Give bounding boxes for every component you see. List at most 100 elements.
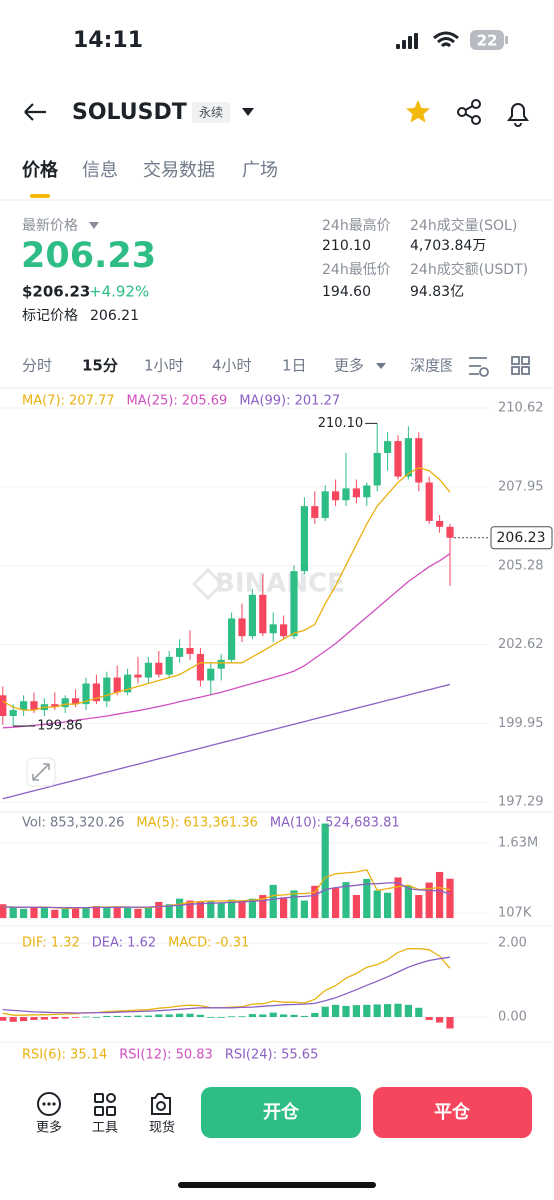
candle-body	[259, 594, 267, 634]
bar	[446, 878, 454, 919]
y-tick-label: 2.00	[498, 936, 527, 951]
bar	[92, 1017, 100, 1018]
candle-body	[290, 571, 298, 637]
bar	[134, 908, 142, 919]
candle-body	[373, 452, 381, 486]
bar	[124, 907, 132, 919]
bar	[82, 1016, 90, 1018]
symbol[interactable]: SOLUSDT	[72, 100, 187, 125]
bar	[61, 1017, 69, 1019]
y-tick-label: 202.62	[498, 637, 544, 652]
candle-body	[332, 491, 340, 501]
bar	[248, 1014, 256, 1018]
tab[interactable]: 价格	[22, 159, 59, 181]
favorite-star[interactable]	[406, 100, 430, 123]
interval[interactable]: 4小时	[212, 357, 252, 375]
indicator-settings[interactable]	[469, 357, 489, 377]
last-price-label: 206.23	[497, 530, 546, 546]
ma-line	[2, 466, 451, 711]
footer-label[interactable]: 工具	[92, 1121, 118, 1136]
bar	[82, 907, 90, 919]
bar	[269, 884, 277, 919]
bar	[186, 900, 194, 919]
watermark: BINANCE	[215, 569, 345, 599]
bar	[113, 1015, 121, 1018]
more-icon[interactable]	[37, 1092, 61, 1116]
usd-price: $206.23	[22, 283, 90, 301]
bar	[51, 909, 59, 919]
bar	[332, 888, 340, 919]
y-tick-label: 199.95	[498, 716, 544, 731]
legend-entry: MA(99): 201.27	[239, 394, 340, 409]
bar	[0, 904, 7, 919]
bar	[40, 1017, 48, 1020]
symbol-dropdown[interactable]	[242, 108, 254, 116]
footer-label[interactable]: 现货	[149, 1120, 175, 1136]
candle-body	[436, 520, 444, 527]
battery-tip	[505, 36, 508, 44]
bar	[30, 1017, 38, 1020]
stat-value: 4,703.84万	[410, 238, 486, 254]
close-label[interactable]: 平仓	[434, 1101, 471, 1123]
bar	[384, 892, 392, 919]
bar	[259, 1014, 267, 1018]
home-indicator	[178, 1182, 376, 1188]
candle-body	[61, 698, 69, 708]
bar	[290, 890, 298, 919]
bar	[207, 901, 215, 919]
interval[interactable]: 15分	[82, 357, 118, 375]
status-time: 14:11	[73, 28, 143, 53]
expand-icon	[32, 763, 50, 781]
candle-body	[155, 662, 163, 675]
candle-body	[9, 710, 17, 716]
interval[interactable]: 1日	[282, 357, 307, 375]
min-label: 199.86	[37, 719, 82, 734]
price-dropdown[interactable]	[89, 222, 99, 229]
bar	[321, 823, 329, 919]
bar	[394, 877, 402, 919]
bar	[363, 878, 371, 919]
bar	[144, 907, 152, 919]
bar	[311, 1012, 319, 1018]
bar	[196, 901, 204, 919]
bar	[20, 1017, 28, 1022]
ma-line	[2, 683, 451, 800]
candle-body	[124, 674, 132, 693]
interval[interactable]: 1小时	[144, 357, 184, 375]
ma-line	[2, 956, 451, 1014]
more-dropdown[interactable]	[376, 363, 386, 369]
tab[interactable]: 广场	[242, 160, 278, 181]
chart-layer: BINANCE 210.62 207.95 205.28 202.62 199.95 197…	[0, 394, 553, 1063]
candle-body	[446, 526, 454, 538]
candle-body	[394, 441, 402, 477]
tools-icon[interactable]	[94, 1093, 116, 1116]
close-button[interactable]	[373, 1087, 532, 1138]
bell-button[interactable]	[507, 103, 529, 127]
tab[interactable]: 信息	[82, 160, 118, 181]
tab[interactable]: 交易数据	[143, 160, 215, 181]
bar	[259, 895, 267, 919]
legend-entry: RSI(24): 55.65	[225, 1048, 319, 1063]
bar	[51, 1017, 59, 1019]
battery-level: 22	[477, 32, 498, 50]
bar	[176, 898, 184, 919]
interval[interactable]: 更多	[334, 357, 364, 375]
share-button[interactable]	[457, 99, 481, 125]
bar	[155, 901, 163, 919]
open-label[interactable]: 开仓	[263, 1101, 300, 1123]
tab-indicator	[30, 194, 50, 198]
bar	[9, 906, 17, 919]
bar	[155, 1014, 163, 1018]
open-button[interactable]	[201, 1087, 361, 1138]
bar	[30, 906, 38, 919]
interval[interactable]: 分时	[22, 357, 52, 375]
back-button[interactable]	[24, 103, 46, 121]
ma-line	[2, 881, 451, 909]
candle-body	[176, 648, 184, 657]
layout-button[interactable]	[511, 356, 530, 375]
interval[interactable]: 深度图	[410, 357, 455, 375]
bar	[238, 900, 246, 919]
spot-icon[interactable]	[151, 1093, 171, 1115]
footer-label[interactable]: 更多	[36, 1120, 62, 1136]
